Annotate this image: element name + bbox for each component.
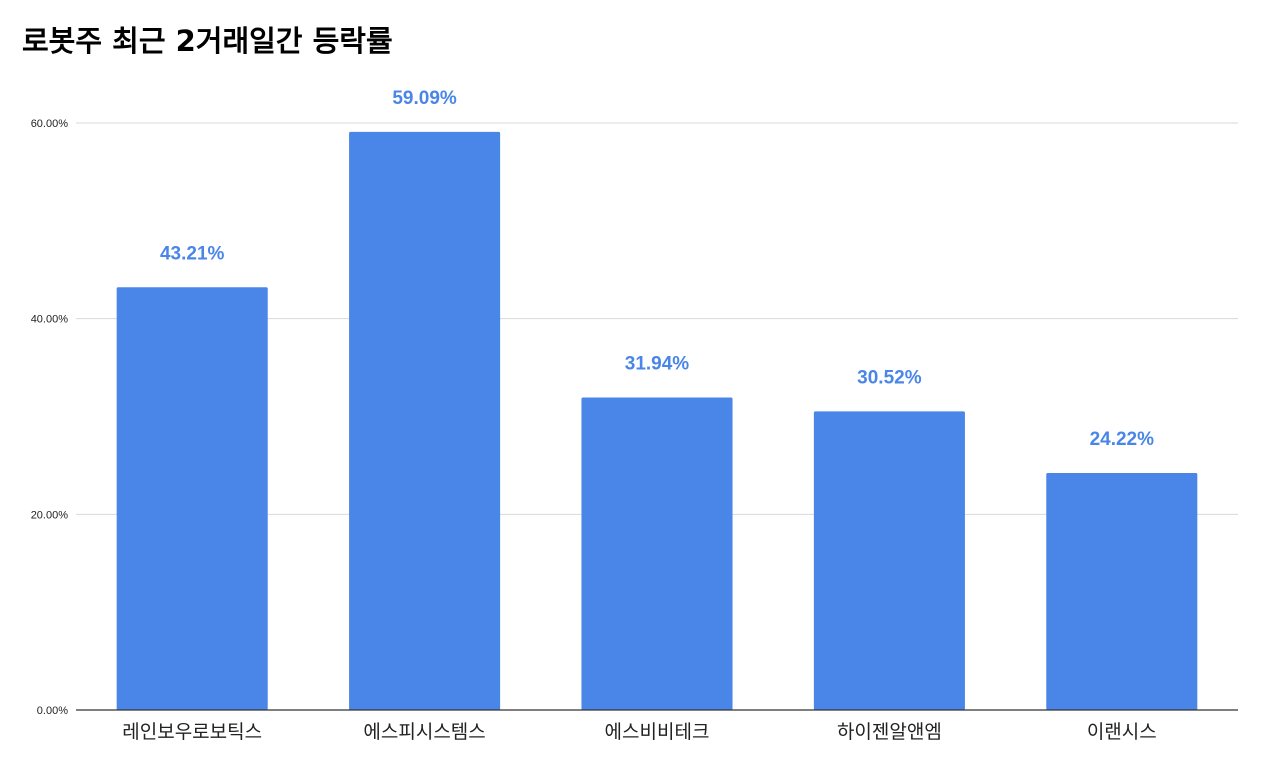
- bars: [116, 131, 1198, 710]
- x-category-label: 레인보우로보틱스: [122, 721, 262, 743]
- y-tick-label: 20.00%: [31, 509, 69, 521]
- x-category-label: 에스피시스템스: [363, 721, 485, 743]
- bar: [581, 397, 733, 710]
- bar: [813, 411, 965, 710]
- data-label: 43.21%: [160, 243, 225, 264]
- y-tick-label: 60.00%: [31, 118, 69, 130]
- y-tick-label: 0.00%: [37, 705, 68, 717]
- bar: [349, 131, 501, 710]
- chart-title: 로봇주 최근 2거래일간 등락률: [22, 24, 393, 58]
- x-category-label: 이랜시스: [1087, 721, 1157, 743]
- data-label: 30.52%: [857, 367, 922, 388]
- bar: [1046, 473, 1198, 710]
- x-category-label: 하이젠알앤엠: [837, 721, 942, 743]
- x-category-label: 에스비비테크: [605, 721, 710, 743]
- y-tick-label: 40.00%: [31, 314, 69, 326]
- data-label: 31.94%: [625, 354, 690, 375]
- bar: [116, 287, 268, 710]
- data-label: 24.22%: [1090, 429, 1155, 450]
- data-label: 59.09%: [392, 88, 457, 109]
- labels: 0.00% 20.00% 40.00% 60.00% 43.21% 레인보우로보틱스 59.…: [31, 88, 1157, 743]
